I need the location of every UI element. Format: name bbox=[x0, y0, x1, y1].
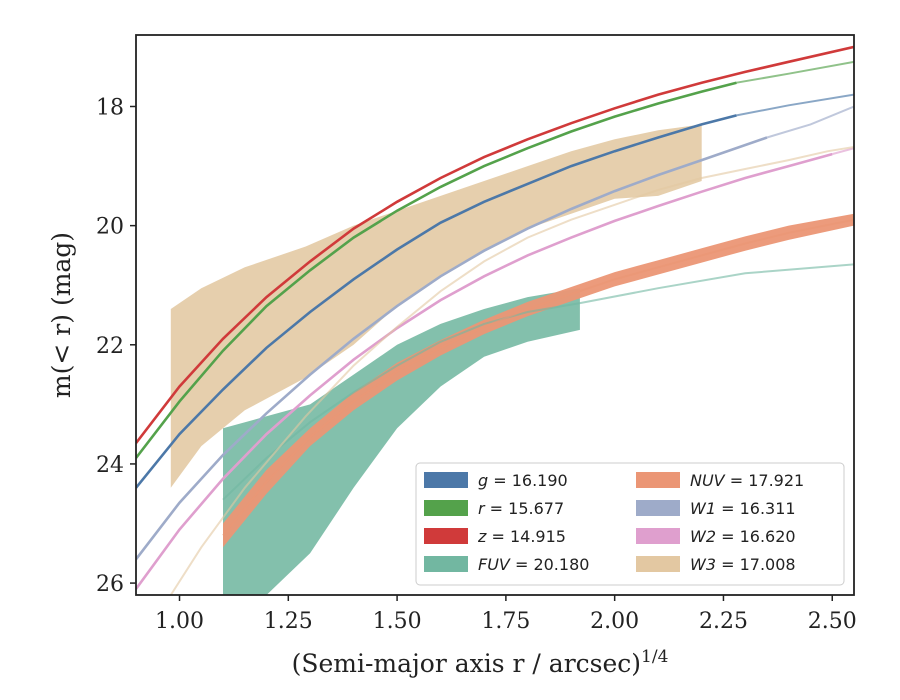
band-FUV bbox=[223, 288, 580, 595]
uncertainty-bands bbox=[170, 124, 854, 595]
legend-swatch-z bbox=[424, 528, 468, 544]
x-tick-label: 1.50 bbox=[373, 609, 422, 634]
legend-swatch-W3 bbox=[636, 556, 680, 572]
line-extension-W1 bbox=[766, 105, 854, 139]
line-r bbox=[136, 81, 737, 459]
legend-frame bbox=[415, 462, 845, 586]
legend-swatch-W1 bbox=[636, 500, 680, 516]
legend-label-FUV: FUV = 20.180 bbox=[478, 555, 589, 574]
y-tick-label: 26 bbox=[96, 572, 124, 597]
x-axis-label: (Semi-major axis r / arcsec)1/4 bbox=[292, 647, 669, 678]
y-tick-label: 24 bbox=[96, 453, 124, 478]
line-extension-W2 bbox=[831, 147, 854, 156]
x-tick-label: 1.25 bbox=[264, 609, 313, 634]
plot-frame bbox=[135, 34, 855, 596]
legend-label-W2: W2 = 16.620 bbox=[690, 527, 796, 546]
legend-label-W1: W1 = 16.311 bbox=[690, 499, 796, 518]
y-tick-label: 18 bbox=[96, 95, 124, 120]
line-FUV bbox=[222, 263, 854, 501]
legend-swatch-NUV bbox=[636, 472, 680, 488]
y-tick-label: 22 bbox=[96, 334, 124, 359]
legend-label-g: g = 16.190 bbox=[478, 471, 568, 490]
band-W3 bbox=[170, 124, 702, 488]
x-axis: 1.00 1.25 1.50 1.75 2.00 2.25 2.50 bbox=[155, 595, 857, 634]
y-axis-label: m(< r) (mag) bbox=[47, 232, 76, 398]
legend-swatch-r bbox=[424, 500, 468, 516]
legend-swatch-W2 bbox=[636, 528, 680, 544]
x-tick-label: 2.00 bbox=[590, 609, 639, 634]
legend-label-W3: W3 = 17.008 bbox=[690, 555, 796, 574]
legend-swatch-g bbox=[424, 472, 468, 488]
y-tick-label: 20 bbox=[96, 215, 124, 240]
legend-label-r: r = 15.677 bbox=[478, 499, 564, 518]
line-z bbox=[136, 45, 854, 444]
legend-swatch-FUV bbox=[424, 556, 468, 572]
line-NUV bbox=[222, 218, 854, 537]
legend-label-NUV: NUV = 17.921 bbox=[690, 471, 804, 490]
y-axis: 18 20 22 24 26 bbox=[96, 95, 136, 597]
x-tick-label: 1.00 bbox=[155, 609, 204, 634]
x-tick-label: 2.25 bbox=[699, 609, 748, 634]
series-lines bbox=[136, 45, 854, 595]
line-extension-g bbox=[736, 93, 854, 117]
line-W3 bbox=[169, 146, 854, 595]
line-W2 bbox=[136, 152, 833, 590]
line-g bbox=[136, 114, 737, 489]
line-W1 bbox=[136, 136, 768, 561]
line-extension-r bbox=[736, 60, 854, 84]
x-tick-label: 2.50 bbox=[808, 609, 857, 634]
x-tick-label: 1.75 bbox=[481, 609, 530, 634]
legend-label-z: z = 14.915 bbox=[477, 527, 566, 546]
legend: g = 16.190 NUV = 17.921 r = 15.677 W1 = 16.… bbox=[415, 462, 845, 586]
x-axis-label-exponent: 1/4 bbox=[641, 647, 668, 667]
